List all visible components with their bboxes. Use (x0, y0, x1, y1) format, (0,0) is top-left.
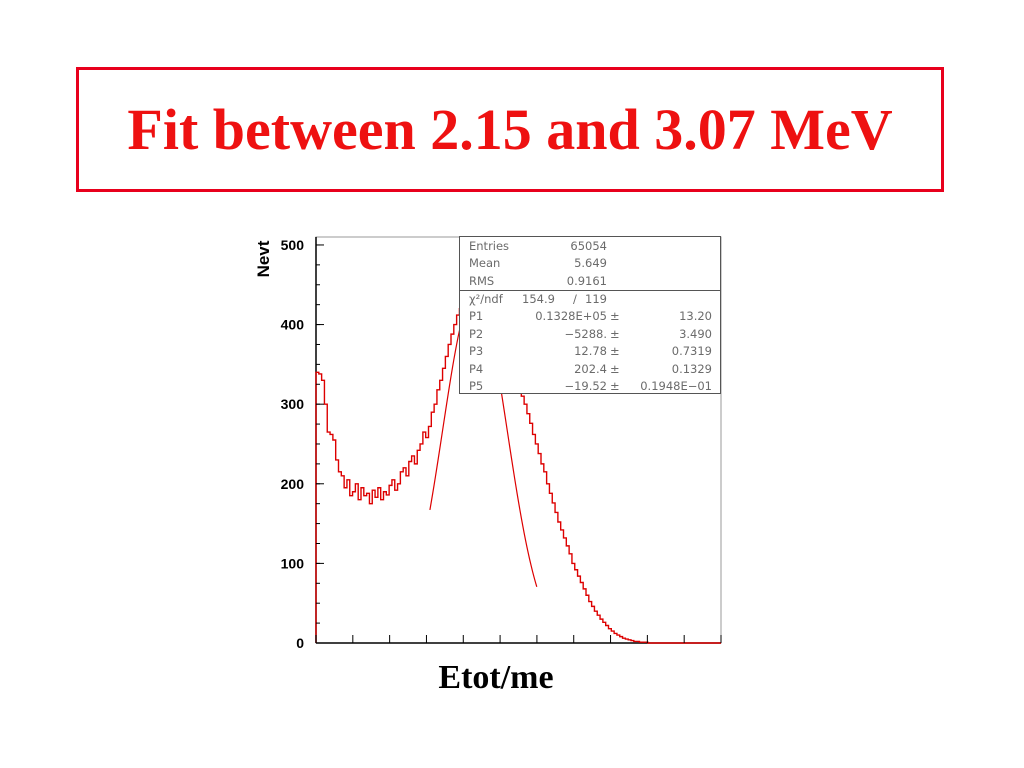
stats-row-param: P1 0.1328E+05 ± 13.20 (460, 308, 720, 325)
stats-row-param: P5 −19.52 ± 0.1948E−01 (460, 378, 720, 395)
stats-row-param: P2 −5288. ± 3.490 (460, 326, 720, 343)
title-box: Fit between 2.15 and 3.07 MeV (76, 67, 944, 192)
stats-summary: Entries 65054 Mean 5.649 RMS 0.9161 (460, 237, 720, 291)
stats-fit: χ²/ndf 154.9 / 119 P1 0.1328E+05 ± 13.20… (460, 291, 720, 395)
param-error: 0.1948E−01 (640, 378, 712, 393)
param-pm: ± (610, 361, 620, 376)
x-axis-title: Etot/me (438, 659, 554, 696)
ndf-value: 119 (585, 292, 607, 306)
stats-label: RMS (469, 273, 495, 288)
y-tick-label: 200 (281, 476, 305, 492)
stats-label: χ²/ndf (469, 292, 503, 306)
slide-title: Fit between 2.15 and 3.07 MeV (127, 97, 893, 162)
y-axis-title: Nevt (254, 240, 273, 277)
y-tick-label: 300 (281, 396, 305, 412)
param-label: P5 (469, 378, 484, 393)
y-tick-label: 100 (281, 555, 305, 571)
param-error: 0.7319 (671, 344, 712, 359)
param-pm: ± (610, 378, 620, 393)
param-pm: ± (610, 326, 620, 341)
stats-box: Entries 65054 Mean 5.649 RMS 0.9161 χ²/n… (459, 236, 721, 394)
param-label: P2 (469, 326, 484, 341)
param-error: 3.490 (679, 326, 712, 341)
param-error: 13.20 (679, 309, 712, 324)
param-pm: ± (610, 309, 620, 324)
stats-row-entries: Entries 65054 (460, 238, 720, 255)
param-value: −19.52 (564, 378, 607, 393)
stats-label: Entries (469, 239, 510, 253)
y-axis: 0 100 200 300 400 500 (281, 237, 324, 651)
chi2-separator: / (573, 292, 577, 306)
param-label: P1 (469, 309, 484, 324)
stats-label: Mean (469, 256, 501, 271)
param-label: P4 (469, 361, 484, 376)
stats-row-mean: Mean 5.649 (460, 255, 720, 272)
y-tick-label: 400 (281, 317, 305, 333)
stats-row-param: P3 12.78 ± 0.7319 (460, 343, 720, 360)
param-value: −5288. (564, 326, 607, 341)
param-error: 0.1329 (671, 361, 712, 376)
param-value: 12.78 (574, 344, 607, 359)
stats-row-param: P4 202.4 ± 0.1329 (460, 361, 720, 378)
stats-value: 0.9161 (566, 273, 607, 288)
stats-row-rms: RMS 0.9161 (460, 273, 720, 290)
stats-value: 65054 (570, 239, 607, 253)
param-pm: ± (610, 344, 620, 359)
y-tick-label: 500 (281, 237, 305, 253)
x-axis (315, 635, 722, 643)
stats-row-chi2: χ²/ndf 154.9 / 119 (460, 291, 720, 308)
param-value: 202.4 (574, 361, 607, 376)
param-value: 0.1328E+05 (535, 309, 607, 324)
param-label: P3 (469, 344, 484, 359)
y-tick-label: 0 (296, 635, 304, 651)
chi2-value: 154.9 (522, 292, 555, 306)
stats-value: 5.649 (574, 256, 607, 271)
